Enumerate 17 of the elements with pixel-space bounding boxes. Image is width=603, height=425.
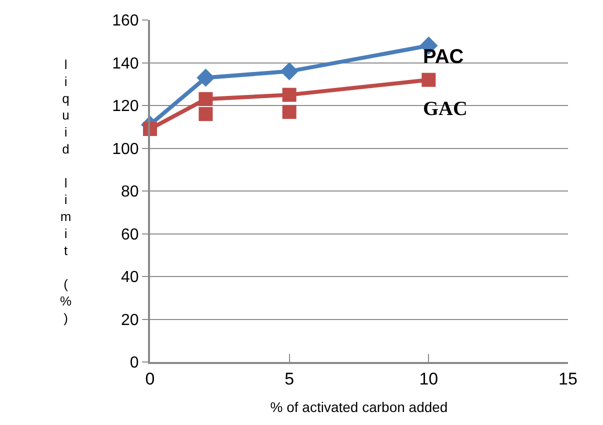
y-tick-label: 40 [121,269,139,286]
x-tick-label: 10 [419,369,438,388]
series-label: PAC [423,46,464,68]
y-tick-label: 160 [112,12,139,30]
x-axis-title: % of activated carbon added [270,399,448,416]
y-tick-label: 100 [112,140,139,158]
x-tick-label: 5 [284,369,294,388]
series-label: GAC [423,98,468,120]
y-tick-label: 20 [121,312,139,329]
y-tick-label: 0 [130,354,139,372]
y-tick-label: 120 [112,98,139,116]
text: liquid limit (%) [60,57,72,326]
x-tick-label: 15 [558,369,578,388]
x-tick-label: 0 [145,369,155,388]
y-tick-label: 140 [112,55,139,72]
y-tick-label: 80 [121,184,139,201]
y-tick-label: 60 [121,226,139,244]
